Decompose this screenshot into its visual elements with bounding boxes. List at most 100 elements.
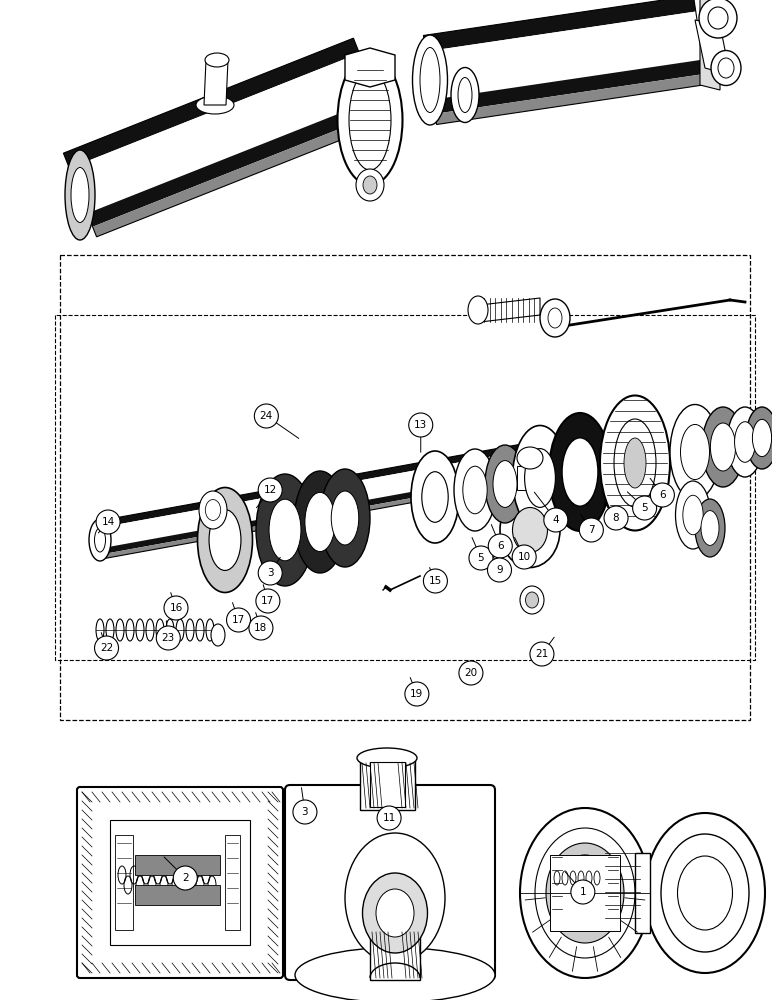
Polygon shape <box>99 453 541 548</box>
Ellipse shape <box>695 499 725 557</box>
Ellipse shape <box>451 68 479 122</box>
Bar <box>370 930 420 980</box>
Ellipse shape <box>556 855 614 931</box>
Circle shape <box>530 642 554 666</box>
Ellipse shape <box>211 624 225 646</box>
Ellipse shape <box>661 834 749 952</box>
Ellipse shape <box>535 828 635 958</box>
Ellipse shape <box>614 419 656 507</box>
Text: 5: 5 <box>642 503 648 513</box>
Text: 18: 18 <box>254 623 268 633</box>
Circle shape <box>156 626 181 650</box>
Ellipse shape <box>526 592 539 608</box>
Polygon shape <box>635 853 650 933</box>
Circle shape <box>94 636 119 660</box>
Ellipse shape <box>422 472 449 522</box>
Text: 11: 11 <box>382 813 396 823</box>
Polygon shape <box>87 98 383 227</box>
Ellipse shape <box>493 461 517 507</box>
Bar <box>360 760 415 810</box>
Polygon shape <box>695 20 730 75</box>
Ellipse shape <box>546 843 624 943</box>
Ellipse shape <box>294 471 346 573</box>
Ellipse shape <box>567 869 603 917</box>
Circle shape <box>459 661 483 685</box>
Ellipse shape <box>337 55 402 185</box>
Ellipse shape <box>600 395 670 530</box>
Ellipse shape <box>727 407 763 477</box>
Polygon shape <box>204 60 228 105</box>
Polygon shape <box>428 22 703 100</box>
Ellipse shape <box>305 492 335 552</box>
Ellipse shape <box>513 508 547 552</box>
Ellipse shape <box>753 419 771 457</box>
Ellipse shape <box>683 495 703 535</box>
Ellipse shape <box>670 404 720 499</box>
Circle shape <box>488 534 513 558</box>
Circle shape <box>96 510 120 534</box>
Circle shape <box>543 508 568 532</box>
Polygon shape <box>98 448 539 533</box>
Text: 6: 6 <box>659 490 665 500</box>
Circle shape <box>469 546 493 570</box>
Ellipse shape <box>500 492 560 568</box>
Text: 15: 15 <box>428 576 442 586</box>
Circle shape <box>226 608 251 632</box>
Bar <box>550 855 620 931</box>
Polygon shape <box>345 48 395 87</box>
Circle shape <box>571 880 595 904</box>
Text: 19: 19 <box>410 689 424 699</box>
Ellipse shape <box>701 511 719 545</box>
Bar <box>370 762 405 807</box>
Ellipse shape <box>468 296 488 324</box>
Polygon shape <box>101 468 543 554</box>
Ellipse shape <box>94 528 106 552</box>
Text: 22: 22 <box>100 643 113 653</box>
Text: 16: 16 <box>169 603 183 613</box>
Polygon shape <box>69 53 364 178</box>
Polygon shape <box>700 0 720 90</box>
FancyBboxPatch shape <box>285 785 495 980</box>
Circle shape <box>258 478 283 502</box>
Ellipse shape <box>209 510 241 570</box>
Circle shape <box>258 561 283 585</box>
Circle shape <box>487 558 512 582</box>
Ellipse shape <box>320 469 370 567</box>
Ellipse shape <box>711 50 741 86</box>
Ellipse shape <box>463 466 487 514</box>
Polygon shape <box>433 60 705 114</box>
Ellipse shape <box>376 889 414 937</box>
Circle shape <box>405 682 429 706</box>
Circle shape <box>256 589 280 613</box>
Text: 24: 24 <box>259 411 273 421</box>
Ellipse shape <box>411 451 459 543</box>
Text: 17: 17 <box>261 596 275 606</box>
Ellipse shape <box>746 407 772 469</box>
Text: 3: 3 <box>302 807 308 817</box>
Text: 5: 5 <box>478 553 484 563</box>
Ellipse shape <box>65 150 95 240</box>
Ellipse shape <box>513 426 567 530</box>
Circle shape <box>164 596 188 620</box>
Bar <box>115 835 133 930</box>
Text: 10: 10 <box>517 552 531 562</box>
Ellipse shape <box>520 586 544 614</box>
Ellipse shape <box>71 167 89 223</box>
Text: 23: 23 <box>161 633 175 643</box>
FancyBboxPatch shape <box>77 787 283 978</box>
Ellipse shape <box>356 169 384 201</box>
Ellipse shape <box>269 499 301 561</box>
Polygon shape <box>423 0 696 52</box>
Ellipse shape <box>357 748 417 768</box>
Text: 20: 20 <box>464 668 478 678</box>
Text: 21: 21 <box>535 649 549 659</box>
Ellipse shape <box>196 96 234 114</box>
Ellipse shape <box>624 438 646 488</box>
Ellipse shape <box>454 449 496 531</box>
Circle shape <box>249 616 273 640</box>
Polygon shape <box>426 12 697 62</box>
Ellipse shape <box>708 7 728 29</box>
Circle shape <box>512 545 537 569</box>
Ellipse shape <box>718 58 734 78</box>
Ellipse shape <box>540 299 570 337</box>
